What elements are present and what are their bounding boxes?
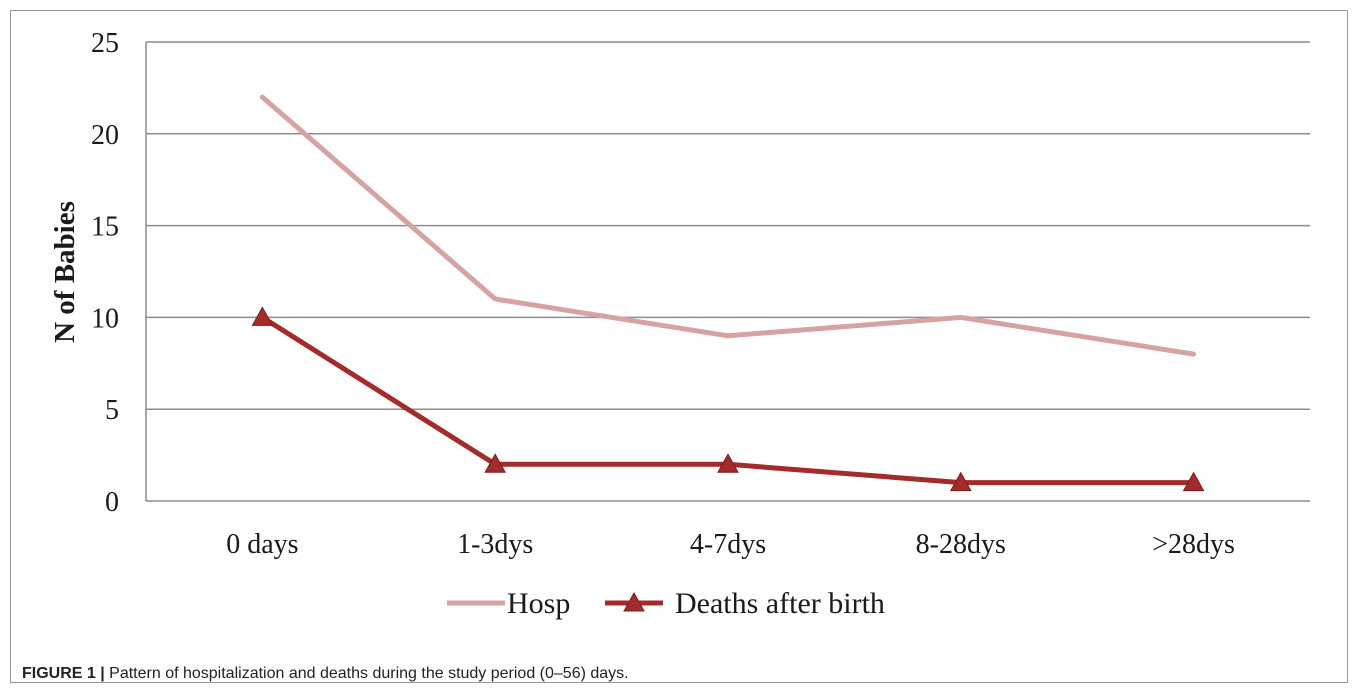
y-tick-label: 25 — [91, 28, 119, 59]
y-tick-label: 0 — [105, 487, 119, 518]
data-point-marker — [1182, 471, 1205, 492]
series-layer — [251, 94, 1205, 492]
y-axis-ticks: 0 5 10 15 20 25 — [91, 28, 119, 518]
data-point-marker — [949, 471, 972, 492]
x-axis-ticks: 0 days 1-3dys 4-7dys 8-28dys >28dys — [226, 529, 1235, 560]
legend-marker — [623, 591, 645, 612]
legend: Hosp Deaths after birth — [447, 587, 885, 620]
caption-label: FIGURE 1 | — [22, 665, 105, 682]
caption-text: Pattern of hospitalization and deaths du… — [104, 665, 629, 682]
data-point-marker — [484, 453, 507, 473]
y-tick-label: 20 — [91, 120, 119, 151]
x-tick-label: 8-28dys — [916, 529, 1006, 560]
x-tick-label: >28dys — [1152, 529, 1235, 560]
y-tick-label: 15 — [91, 212, 119, 243]
line-chart: 0 5 10 15 20 25 0 days 1-3dys 4-7dys 8-28dys >28d… — [49, 28, 1310, 620]
figure-caption: FIGURE 1 | Pattern of hospitalization an… — [22, 665, 629, 683]
figure-frame — [10, 10, 1348, 683]
x-tick-label: 1-3dys — [457, 529, 533, 560]
x-tick-label: 0 days — [226, 529, 298, 560]
grid-lines — [145, 41, 1310, 502]
legend-label-0: Hosp — [507, 587, 570, 620]
data-point-marker — [717, 453, 739, 473]
legend-label-1: Deaths after birth — [675, 587, 885, 620]
x-tick-label: 4-7dys — [690, 529, 766, 560]
y-tick-label: 10 — [91, 303, 119, 334]
y-axis-title: N of Babies — [49, 201, 81, 343]
y-tick-label: 5 — [105, 395, 119, 426]
series-line-0 — [259, 94, 1197, 357]
data-point-marker — [251, 306, 274, 326]
